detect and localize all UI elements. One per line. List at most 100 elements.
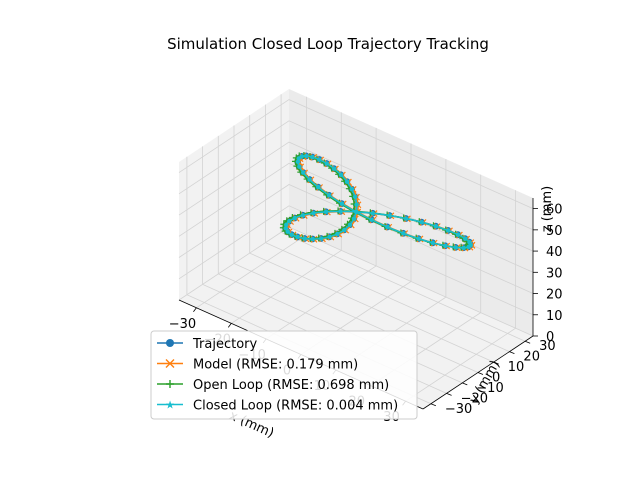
- series-marker: [307, 177, 312, 182]
- series-3: [283, 153, 473, 250]
- series-marker: [369, 217, 374, 222]
- series-marker: [347, 222, 353, 227]
- series-marker: [354, 202, 359, 207]
- grid-line: [178, 141, 534, 252]
- series-marker: [419, 219, 424, 225]
- legend-marker: ★: [165, 399, 175, 412]
- series-marker: [403, 216, 409, 221]
- legend-box: [150, 330, 418, 420]
- series-marker: [463, 236, 468, 241]
- z-tick-label: 20: [546, 288, 563, 303]
- x-tick-label: −30: [169, 317, 196, 332]
- series-marker: [338, 209, 343, 214]
- x-tick-mark: [193, 307, 197, 313]
- series-marker: [317, 157, 322, 162]
- y-tick-mark: [524, 340, 531, 344]
- legend-label: Closed Loop (RMSE: 0.004 mm): [193, 399, 398, 414]
- series-marker: [316, 185, 321, 190]
- series-marker: [344, 179, 350, 184]
- series-marker: [311, 210, 316, 216]
- series-marker: [284, 222, 289, 227]
- series-marker: [354, 209, 359, 215]
- series-marker: [327, 234, 332, 240]
- series-marker: [349, 186, 355, 192]
- z-tick-label: 0: [546, 330, 554, 345]
- legend-label: Trajectory: [192, 337, 257, 352]
- y-tick-mark: [493, 361, 499, 365]
- series-marker: [430, 240, 436, 246]
- legend-item-2: Open Loop (RMSE: 0.698 mm): [157, 378, 389, 393]
- series-marker: [285, 229, 290, 234]
- z-tick-label: 30: [546, 266, 563, 281]
- y-tick-mark: [462, 382, 468, 386]
- series-marker: [289, 232, 294, 237]
- legend: Trajectory Model (RMSE: 0.179 mm) Open Loo…: [150, 330, 418, 420]
- y-tick-label: 20: [523, 350, 540, 365]
- grid-line: [178, 120, 534, 231]
- series-marker: [300, 213, 306, 218]
- y-tick-label: 0: [492, 371, 500, 386]
- series-marker: [318, 236, 324, 241]
- y-tick-label: −30: [445, 402, 472, 417]
- legend-marker: [166, 380, 174, 388]
- z-tick-label: 10: [546, 309, 563, 324]
- series-marker: [331, 166, 337, 171]
- series-marker: [443, 243, 448, 248]
- series-marker: [301, 170, 306, 175]
- z-tick-label: 50: [546, 224, 563, 239]
- series-marker: [342, 227, 347, 233]
- legend-item-3: ★ Closed Loop (RMSE: 0.004 mm): [157, 399, 398, 414]
- grid-line: [178, 205, 534, 316]
- z-axis-label: z (mm): [540, 186, 555, 232]
- series-marker: [468, 242, 473, 248]
- grid-line: [178, 184, 534, 294]
- series-marker: [338, 172, 344, 178]
- series-marker: [310, 154, 315, 160]
- series-marker: [455, 232, 461, 237]
- y-tick-mark: [430, 403, 437, 407]
- z-tick-label: 60: [546, 203, 563, 218]
- series-marker: [433, 224, 439, 229]
- series-marker: [323, 209, 329, 215]
- series-marker: [324, 161, 329, 166]
- series-marker: [326, 193, 332, 198]
- grid-line: [178, 162, 534, 273]
- series-marker: [339, 201, 345, 206]
- series-marker: [295, 159, 301, 165]
- y-tick-mark: [446, 392, 452, 396]
- series-marker: [296, 156, 301, 161]
- series-marker: [283, 226, 288, 231]
- y-tick-mark: [477, 372, 484, 375]
- series-marker: [287, 219, 292, 224]
- series-marker: [335, 231, 340, 237]
- y-tick-label: −20: [461, 391, 488, 406]
- z-tick-label: 40: [546, 245, 563, 260]
- series-marker: [351, 216, 357, 221]
- y-tick-label: 30: [539, 339, 556, 354]
- data-series: [279, 151, 476, 252]
- series-marker: [445, 228, 451, 233]
- series-marker: [302, 236, 307, 241]
- series-marker: [385, 224, 390, 230]
- series-marker: [401, 231, 406, 236]
- series-marker: [387, 213, 392, 218]
- series-marker: [461, 245, 466, 250]
- series-marker: [295, 234, 300, 240]
- series-marker: [352, 194, 358, 200]
- series-marker: [304, 153, 309, 159]
- legend-marker: [166, 339, 174, 347]
- y-tick-mark: [509, 351, 515, 355]
- y-tick-label: 10: [508, 360, 525, 375]
- series-marker: [453, 245, 458, 250]
- legend-label: Open Loop (RMSE: 0.698 mm): [193, 378, 389, 393]
- grid-line: [178, 99, 534, 209]
- legend-marker: [165, 359, 175, 368]
- x-tick-mark: [227, 323, 232, 328]
- y-tick-label: −10: [476, 381, 503, 396]
- series-marker: [292, 215, 298, 221]
- legend-label: Model (RMSE: 0.179 mm): [193, 358, 358, 373]
- chart-title: Simulation Closed Loop Trajectory Tracki…: [167, 35, 489, 53]
- legend-item-0: Trajectory: [157, 337, 257, 352]
